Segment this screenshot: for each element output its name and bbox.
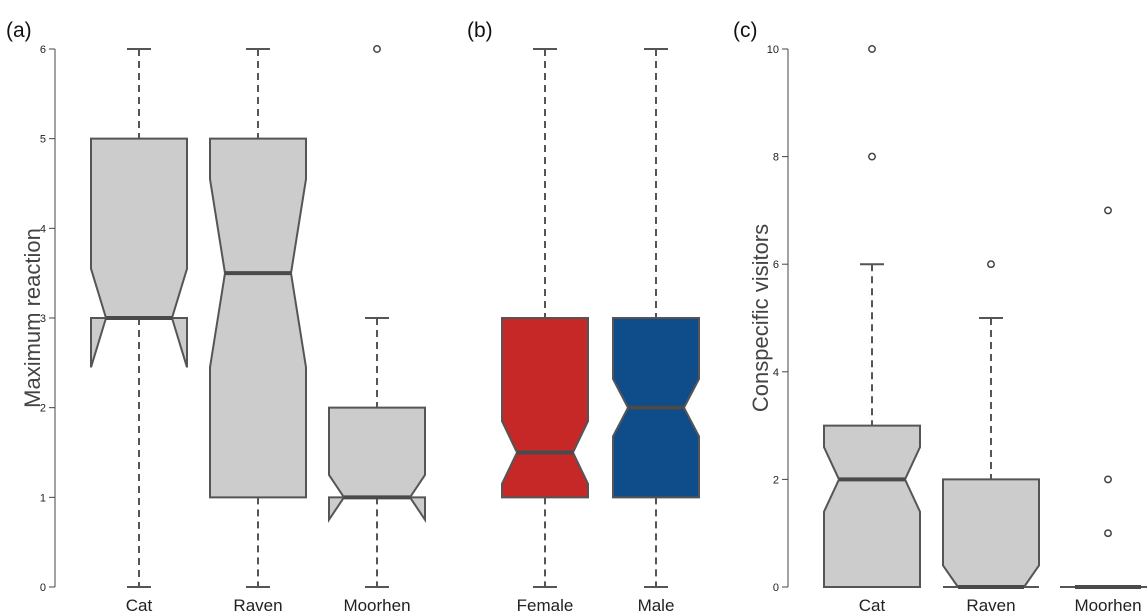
panel-c-ytick-label: 10 xyxy=(767,44,779,56)
panel-c-ytick-label: 6 xyxy=(773,259,779,271)
panel-a-ytick-label: 4 xyxy=(40,223,46,235)
cat-box xyxy=(823,424,921,588)
cat-outlier-point xyxy=(868,152,876,161)
cat-category-label: Cat xyxy=(126,596,153,614)
panel-a-label: (a) xyxy=(6,19,32,42)
raven-outlier-point xyxy=(987,260,995,269)
panel-c-boxes: Cat Raven Moorhen xyxy=(823,45,1147,614)
female-category-label: Female xyxy=(517,596,574,614)
panel-c-yaxis: 0 2 4 6 8 10 xyxy=(767,44,789,594)
panel-a-ylabel: Maximum reaction xyxy=(20,228,45,408)
raven-box xyxy=(942,478,1040,588)
female-box xyxy=(501,317,589,499)
panel-b-label: (b) xyxy=(467,19,493,42)
panel-b-boxes: Female Male xyxy=(501,48,700,614)
panel-a-ytick-label: 1 xyxy=(40,492,46,504)
panel-c-ytick-label: 2 xyxy=(773,474,779,486)
panel-a-ytick-label: 3 xyxy=(40,313,46,325)
panel-a-ytick-label: 2 xyxy=(40,403,46,415)
panel-c-ytick-label: 0 xyxy=(773,582,779,594)
raven-category-label: Raven xyxy=(966,596,1015,614)
moorhen-outlier-point xyxy=(373,45,381,53)
panel-a-ytick-label: 0 xyxy=(40,582,46,594)
panel-a-ytick-label: 6 xyxy=(40,44,46,56)
cat-category-label: Cat xyxy=(859,596,886,614)
moorhen-category-label: Moorhen xyxy=(1074,596,1141,614)
panel-a-ytick-label: 5 xyxy=(40,134,46,146)
panel-c-ytick-label: 4 xyxy=(773,367,779,379)
moorhen-outlier-point xyxy=(1104,206,1112,215)
panel-c: (c) Conspecific visitors 0 2 4 6 8 10 Cat Rave… xyxy=(733,19,1147,614)
raven-category-label: Raven xyxy=(233,596,282,614)
panel-a-boxes: Cat Raven Moorhen xyxy=(90,45,426,614)
male-category-label: Male xyxy=(638,596,675,614)
moorhen-category-label: Moorhen xyxy=(343,596,410,614)
panel-b: (b) Female Male xyxy=(467,19,700,614)
moorhen-outlier-point xyxy=(1104,529,1112,538)
panel-a-yaxis: 0 1 2 3 4 5 6 xyxy=(40,44,56,594)
moorhen-outlier-point xyxy=(1104,475,1112,484)
panel-c-ytick-label: 8 xyxy=(773,152,779,164)
panel-a: (a) Maximum reaction 0 1 2 3 4 5 6 Cat Raven Moo… xyxy=(6,19,426,614)
cat-outlier-point xyxy=(868,45,876,53)
panel-c-label: (c) xyxy=(733,19,758,42)
raven-box xyxy=(209,137,307,499)
moorhen-box xyxy=(328,406,426,524)
cat-box xyxy=(90,137,188,368)
panel-c-ylabel: Conspecific visitors xyxy=(748,224,773,412)
